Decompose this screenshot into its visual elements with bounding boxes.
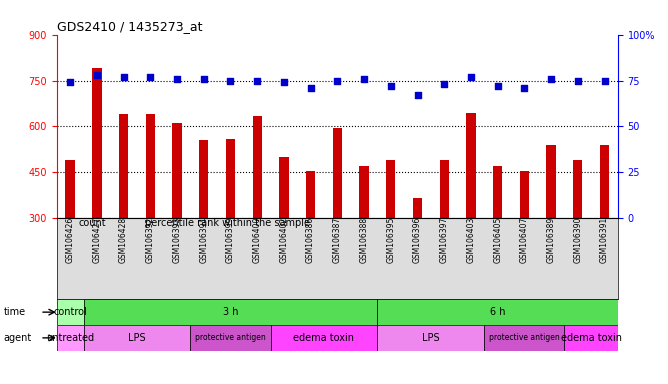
Bar xyxy=(130,154,142,288)
Point xyxy=(92,72,102,78)
Bar xyxy=(172,123,182,218)
Text: 6 h: 6 h xyxy=(490,307,506,317)
Text: protective antigen: protective antigen xyxy=(195,333,266,343)
Text: agent: agent xyxy=(3,333,31,343)
Point xyxy=(172,76,182,82)
Bar xyxy=(84,325,190,351)
Point xyxy=(385,83,396,89)
Bar xyxy=(520,171,529,218)
Text: control: control xyxy=(53,307,87,317)
Bar xyxy=(413,199,422,218)
Bar xyxy=(65,160,75,218)
Bar xyxy=(440,160,449,218)
Bar xyxy=(190,325,271,351)
Text: count: count xyxy=(78,218,106,228)
Text: edema toxin: edema toxin xyxy=(293,333,355,343)
Bar xyxy=(199,140,208,218)
Bar xyxy=(146,114,155,218)
Bar xyxy=(306,171,315,218)
Bar xyxy=(484,325,564,351)
Text: LPS: LPS xyxy=(128,333,146,343)
Text: LPS: LPS xyxy=(422,333,440,343)
Bar xyxy=(119,114,128,218)
Bar xyxy=(271,325,377,351)
Bar xyxy=(226,139,235,218)
Bar xyxy=(63,154,75,288)
Bar xyxy=(92,68,102,218)
Text: GDS2410 / 1435273_at: GDS2410 / 1435273_at xyxy=(57,20,202,33)
Bar xyxy=(573,160,582,218)
Point xyxy=(332,78,343,84)
Bar xyxy=(84,299,377,325)
Bar xyxy=(493,166,502,218)
Point xyxy=(492,83,503,89)
Bar xyxy=(279,157,289,218)
Text: edema toxin: edema toxin xyxy=(560,333,622,343)
Point xyxy=(546,76,556,82)
Point xyxy=(198,76,209,82)
Point xyxy=(412,92,423,98)
Bar xyxy=(546,145,556,218)
Bar xyxy=(333,128,342,218)
Point xyxy=(519,85,530,91)
Point xyxy=(225,78,236,84)
Bar xyxy=(377,299,618,325)
Text: time: time xyxy=(3,307,25,317)
Bar xyxy=(386,160,395,218)
Bar xyxy=(377,325,484,351)
Bar xyxy=(359,166,369,218)
Point xyxy=(572,78,583,84)
Point xyxy=(466,74,476,80)
Text: percentile rank within the sample: percentile rank within the sample xyxy=(145,218,310,228)
Bar xyxy=(600,145,609,218)
Bar xyxy=(253,116,262,218)
Point xyxy=(279,79,289,85)
Point xyxy=(65,79,75,85)
Text: 3 h: 3 h xyxy=(222,307,238,317)
Point xyxy=(439,81,450,87)
Point xyxy=(118,74,129,80)
Bar xyxy=(466,113,476,218)
Point xyxy=(252,78,263,84)
Point xyxy=(145,74,156,80)
Bar xyxy=(57,325,84,351)
Text: untreated: untreated xyxy=(46,333,94,343)
Point xyxy=(599,78,610,84)
Bar xyxy=(564,325,618,351)
Bar xyxy=(57,299,84,325)
Text: protective antigen: protective antigen xyxy=(489,333,560,343)
Point xyxy=(305,85,316,91)
Point xyxy=(359,76,369,82)
